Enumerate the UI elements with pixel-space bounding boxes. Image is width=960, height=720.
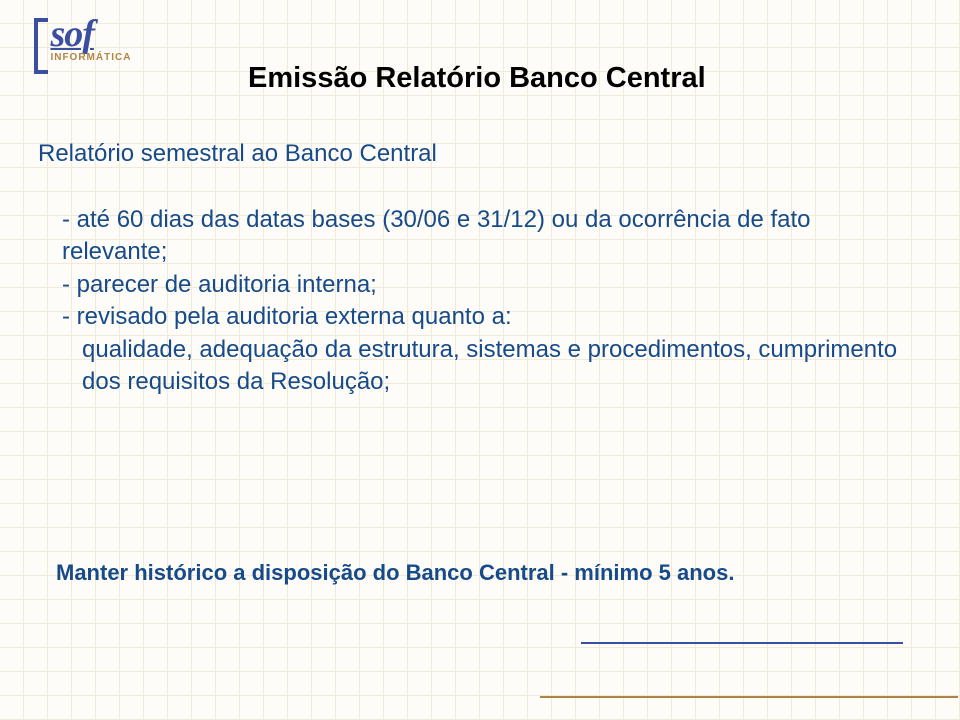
footer-text: Manter histórico a disposição do Banco C… [56, 560, 900, 586]
logo-text-group: sof INFORMÁTICA [50, 18, 131, 63]
bullet-2: - parecer de auditoria interna; [62, 269, 900, 301]
divider-gold [540, 696, 958, 698]
logo-bracket [34, 18, 48, 74]
body-text: - até 60 dias das datas bases (30/06 e 3… [62, 204, 900, 398]
divider-blue [581, 642, 903, 644]
logo-subtitle: INFORMÁTICA [50, 52, 131, 63]
bullet-3: - revisado pela auditoria externa quanto… [62, 301, 900, 333]
bullet-3-continuation: qualidade, adequação da estrutura, siste… [82, 334, 900, 399]
logo-main: sof [50, 18, 131, 50]
logo: sof INFORMÁTICA [34, 18, 154, 74]
slide-subtitle: Relatório semestral ao Banco Central [38, 140, 437, 168]
bullet-1: - até 60 dias das datas bases (30/06 e 3… [62, 204, 900, 269]
slide-title: Emissão Relatório Banco Central [248, 62, 706, 95]
